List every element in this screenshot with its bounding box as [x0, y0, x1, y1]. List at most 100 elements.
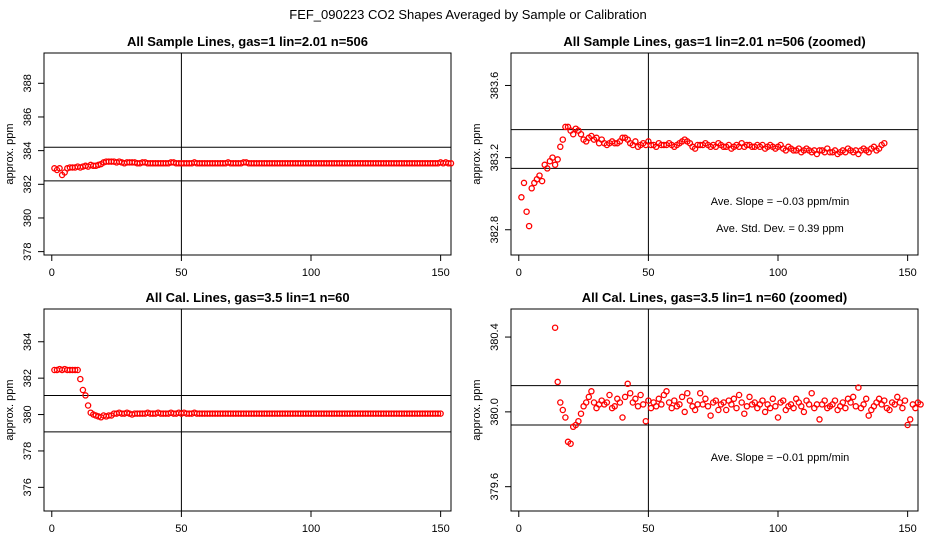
data-point [624, 380, 631, 388]
data-point [707, 412, 714, 419]
x-tick-label: 0 [516, 267, 522, 279]
data-points [51, 158, 455, 179]
y-tick-label: 382.8 [489, 216, 501, 244]
data-point [536, 172, 543, 179]
annotation: Ave. Slope = −0.01 ppm/min [711, 452, 850, 464]
chart-panel-3: All Cal. Lines, gas=3.5 lin=1 n=60 approx… [4, 290, 452, 535]
y-tick-label: 380 [22, 209, 34, 227]
chart-title: All Sample Lines, gas=1 lin=2.01 n=506 (… [563, 34, 865, 49]
figure-title: FEF_090223 CO2 Shapes Averaged by Sample… [289, 7, 646, 22]
data-point [652, 403, 660, 410]
data-point [588, 388, 595, 395]
data-point [554, 156, 561, 163]
data-point [658, 401, 665, 408]
plot-frame [43, 308, 452, 512]
data-point [77, 375, 84, 383]
data-point [559, 406, 567, 414]
x-tick-label: 50 [642, 523, 654, 535]
data-point [901, 397, 909, 404]
data-point [575, 417, 582, 425]
x-tick-label: 100 [769, 267, 787, 279]
data-point [816, 416, 823, 423]
data-point [746, 393, 753, 401]
data-point [562, 414, 569, 421]
y-tick-label: 378 [22, 442, 34, 460]
data-point [917, 401, 924, 408]
data-point [759, 397, 766, 404]
y-tick-label: 378 [22, 242, 34, 260]
data-point [855, 384, 862, 391]
x-tick-label: 50 [642, 267, 654, 279]
y-tick-label: 382 [22, 175, 34, 193]
data-point [665, 399, 673, 406]
data-point [559, 136, 567, 143]
data-point [525, 222, 533, 230]
data-point [699, 401, 707, 408]
data-point [712, 397, 720, 404]
plot-frame [510, 52, 919, 256]
data-point [847, 399, 854, 406]
data-point [639, 401, 647, 408]
y-tick-label: 383.6 [489, 72, 501, 100]
data-point [741, 410, 748, 417]
data-point [808, 389, 815, 397]
x-tick-label: 150 [898, 523, 916, 535]
data-point [538, 177, 546, 185]
data-point [528, 185, 535, 192]
data-point [722, 406, 730, 414]
data-point [676, 401, 683, 408]
data-point [743, 403, 751, 410]
x-tick-label: 0 [516, 523, 522, 535]
annotation: Ave. Slope = −0.03 ppm/min [711, 196, 850, 208]
data-point [696, 389, 704, 397]
x-tick-label: 100 [302, 523, 320, 535]
data-point [554, 378, 561, 386]
data-point [881, 397, 888, 404]
y-tick-label: 380 [22, 405, 34, 423]
data-point [557, 399, 564, 406]
data-points [518, 123, 888, 230]
data-point [518, 194, 525, 201]
data-point [896, 399, 904, 406]
data-point [523, 208, 530, 215]
x-tick-label: 50 [175, 267, 187, 279]
annotation: Ave. Std. Dev. = 0.39 ppm [716, 223, 844, 235]
y-tick-label: 386 [22, 108, 34, 126]
data-point [79, 386, 87, 394]
data-point [894, 393, 901, 401]
x-tick-label: 0 [49, 267, 55, 279]
x-tick-label: 50 [175, 523, 187, 535]
data-point [626, 389, 634, 397]
y-axis-label: approx. ppm [4, 379, 16, 440]
data-point [632, 138, 639, 145]
plot-frame [510, 308, 919, 512]
data-point [691, 406, 699, 414]
data-point [805, 401, 813, 408]
data-point [634, 403, 642, 410]
data-point [852, 403, 860, 410]
chart-panel-2: All Sample Lines, gas=1 lin=2.01 n=506 (… [471, 34, 919, 279]
data-point [769, 395, 777, 403]
data-point [668, 404, 675, 412]
data-point [798, 403, 805, 410]
data-point [899, 404, 906, 412]
data-points [551, 324, 924, 447]
data-point [577, 130, 585, 138]
data-point [551, 324, 559, 331]
data-point [800, 408, 808, 416]
chart-panels: All Sample Lines, gas=1 lin=2.01 n=506 ap… [4, 34, 924, 535]
data-point [632, 395, 639, 403]
data-point [761, 408, 769, 416]
data-point [611, 403, 618, 410]
data-point [684, 389, 691, 397]
x-tick-label: 150 [898, 267, 916, 279]
y-tick-label: 384 [22, 333, 34, 351]
chart-title: All Cal. Lines, gas=3.5 lin=1 n=60 [145, 290, 349, 305]
data-point [56, 165, 63, 172]
data-point [621, 393, 629, 401]
data-point [647, 404, 655, 412]
data-points [51, 365, 444, 421]
x-tick-label: 100 [769, 523, 787, 535]
data-point [606, 391, 613, 399]
data-point [642, 417, 650, 425]
